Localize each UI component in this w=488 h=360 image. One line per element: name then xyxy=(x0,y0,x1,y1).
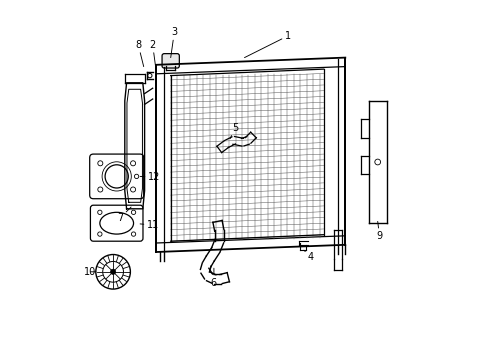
Circle shape xyxy=(110,269,116,274)
Text: 9: 9 xyxy=(376,221,382,241)
Text: 11: 11 xyxy=(140,220,159,230)
FancyBboxPatch shape xyxy=(162,54,179,68)
Text: 10: 10 xyxy=(84,267,96,277)
Text: 12: 12 xyxy=(140,172,160,182)
Text: 8: 8 xyxy=(135,40,143,67)
Text: 3: 3 xyxy=(170,27,177,58)
Text: 6: 6 xyxy=(210,268,217,288)
Text: 7: 7 xyxy=(117,207,131,223)
Text: 2: 2 xyxy=(149,40,156,72)
Text: 4: 4 xyxy=(303,250,313,262)
Text: 1: 1 xyxy=(244,31,290,58)
Text: 5: 5 xyxy=(230,123,238,139)
